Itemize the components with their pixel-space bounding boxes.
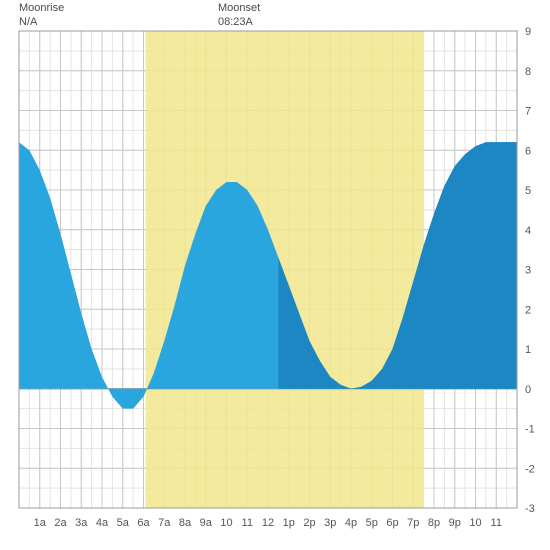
svg-text:2a: 2a (54, 517, 67, 529)
svg-text:11: 11 (242, 517, 253, 529)
tide-chart-container: { "header": { "moonrise_label": "Moonris… (0, 0, 550, 550)
svg-text:10: 10 (220, 517, 232, 529)
tide-chart: -3-2-101234567891a2a3a4a5a6a7a8a9a101112… (0, 0, 550, 550)
svg-text:1a: 1a (34, 517, 47, 529)
svg-text:3a: 3a (75, 517, 88, 529)
svg-text:-3: -3 (525, 503, 535, 515)
svg-text:1: 1 (525, 344, 531, 356)
svg-text:3: 3 (525, 265, 531, 277)
svg-text:8a: 8a (179, 517, 192, 529)
svg-text:2: 2 (525, 304, 531, 316)
svg-text:4: 4 (525, 225, 531, 237)
moonrise-block: Moonrise N/A (19, 2, 64, 30)
svg-text:9p: 9p (449, 517, 461, 529)
moonset-label: Moonset (218, 2, 260, 14)
svg-text:8p: 8p (428, 517, 440, 529)
svg-text:11: 11 (491, 517, 502, 529)
svg-text:7p: 7p (407, 517, 419, 529)
svg-text:6: 6 (525, 145, 531, 157)
svg-text:7a: 7a (158, 517, 171, 529)
svg-text:2p: 2p (303, 517, 315, 529)
svg-text:4p: 4p (345, 517, 357, 529)
svg-text:12: 12 (262, 517, 274, 529)
svg-text:1p: 1p (283, 517, 295, 529)
svg-text:-1: -1 (525, 424, 535, 436)
svg-text:3p: 3p (324, 517, 336, 529)
svg-text:10: 10 (469, 517, 481, 529)
moonrise-label: Moonrise (19, 2, 64, 14)
svg-text:7: 7 (525, 106, 531, 118)
svg-text:-2: -2 (525, 463, 535, 475)
moonset-value: 08:23A (218, 16, 253, 28)
moonset-block: Moonset 08:23A (218, 2, 260, 30)
svg-text:4a: 4a (96, 517, 109, 529)
svg-text:0: 0 (525, 384, 531, 396)
svg-text:9a: 9a (200, 517, 213, 529)
moonrise-value: N/A (19, 16, 37, 28)
svg-text:6a: 6a (137, 517, 150, 529)
svg-text:5a: 5a (117, 517, 130, 529)
svg-text:6p: 6p (386, 517, 398, 529)
svg-text:8: 8 (525, 66, 531, 78)
svg-text:5: 5 (525, 185, 531, 197)
svg-text:9: 9 (525, 26, 531, 38)
svg-text:5p: 5p (366, 517, 378, 529)
